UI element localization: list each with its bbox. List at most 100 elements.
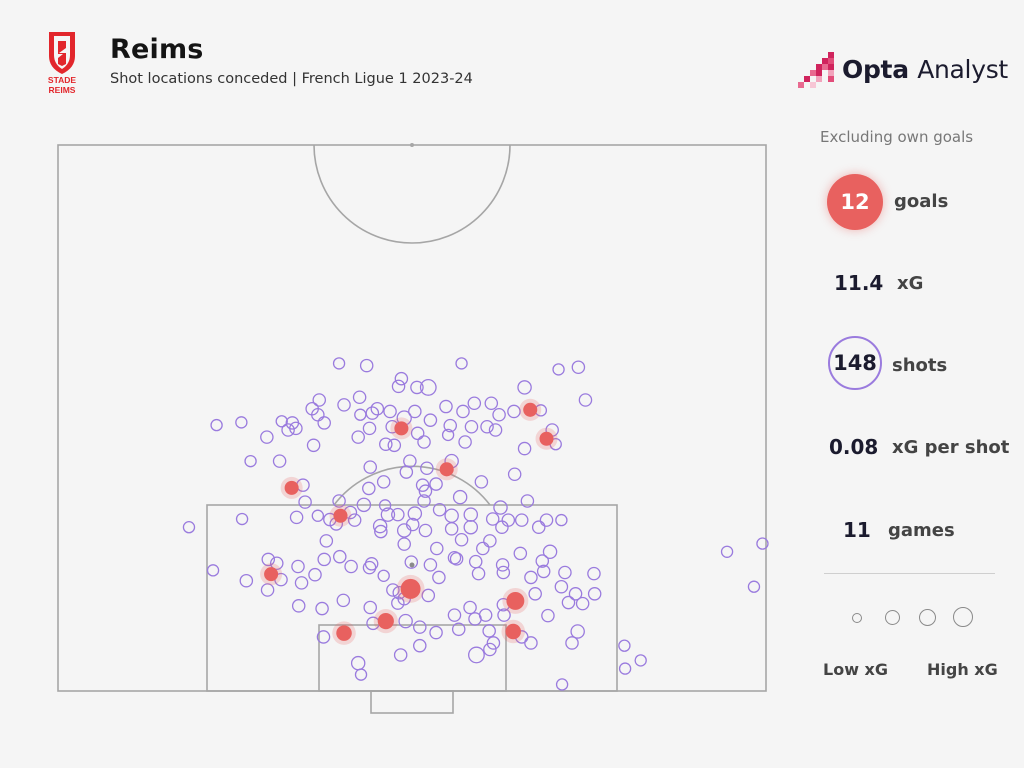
shot-marker: [587, 587, 602, 601]
shot-marker: [408, 404, 422, 419]
shot-marker: [182, 521, 196, 534]
shot-marker: [444, 522, 459, 536]
shot-marker: [571, 360, 586, 374]
shot-marker: [391, 379, 406, 394]
shot-marker: [484, 396, 499, 411]
shot-marker: [351, 430, 365, 444]
shot-marker: [417, 435, 431, 449]
shot-marker: [418, 523, 433, 538]
shot-marker: [210, 418, 223, 432]
shot-marker: [317, 552, 331, 567]
shot-marker: [467, 396, 482, 411]
goal-marker: [336, 625, 352, 641]
shot-marker: [270, 556, 284, 571]
shot-marker: [413, 620, 427, 634]
legend-size-1-icon: [852, 613, 862, 623]
shot-marker: [352, 390, 367, 405]
page-title: Reims: [110, 34, 204, 65]
shot-marker: [362, 481, 376, 496]
shot-marker: [558, 565, 572, 580]
shot-marker: [418, 484, 433, 498]
shot-marker: [316, 630, 331, 644]
shot-marker: [347, 513, 362, 527]
shot-marker: [528, 587, 542, 601]
shot-marker: [464, 419, 479, 434]
goal-marker: [377, 613, 394, 630]
shot-marker: [415, 478, 430, 492]
shot-marker: [370, 401, 385, 416]
shot-marker: [372, 518, 388, 534]
shot-marker: [235, 416, 248, 429]
shot-marker: [455, 357, 468, 370]
goals-badge: 12: [827, 174, 883, 230]
shot-marker: [332, 494, 346, 508]
shot-marker: [317, 416, 331, 430]
goal-marker: [439, 462, 454, 477]
legend-high-label: High xG: [927, 660, 998, 679]
goal-marker: [333, 508, 348, 523]
shot-marker: [552, 363, 565, 376]
pitch-outline: [57, 144, 767, 692]
shot-marker: [507, 404, 521, 419]
shot-marker: [578, 393, 593, 407]
shot-marker: [493, 500, 508, 515]
shot-marker: [524, 570, 538, 585]
shot-marker: [410, 426, 425, 441]
goal-marker: [523, 402, 538, 417]
shot-marker: [441, 428, 455, 442]
shot-marker: [495, 520, 509, 534]
shot-marker: [485, 512, 500, 526]
shot-marker: [364, 557, 379, 571]
shot-marker: [463, 600, 477, 615]
goal-marker: [539, 431, 554, 446]
shot-marker: [486, 636, 501, 650]
shot-marker: [587, 566, 601, 581]
shot-marker: [386, 583, 400, 597]
shot-marker: [480, 419, 494, 434]
goal-marker: [284, 480, 299, 495]
xg-per-shot-value: 0.08: [829, 435, 879, 459]
goal-marker: [394, 421, 409, 436]
legend-size-3-icon: [919, 609, 936, 626]
shot-marker: [260, 430, 274, 444]
shot-marker: [575, 596, 590, 611]
shot-marker: [260, 583, 275, 597]
brand-wordmark: Opta Analyst: [842, 55, 1008, 84]
shot-marker: [281, 423, 295, 437]
xg-label: xG: [897, 273, 924, 294]
goal-marker: [264, 567, 279, 582]
shot-marker: [429, 625, 443, 640]
shot-marker: [507, 467, 522, 482]
shot-marker: [261, 552, 276, 567]
shot-marker: [350, 655, 366, 671]
games-value: 11: [843, 518, 871, 542]
shot-marker: [410, 380, 424, 395]
shot-marker: [555, 678, 569, 691]
shot-marker: [520, 494, 535, 508]
legend-size-4-icon: [953, 607, 973, 627]
shot-marker: [531, 520, 546, 534]
goals-label: goals: [894, 191, 949, 212]
shot-marker: [397, 537, 411, 551]
shot-marker: [312, 393, 327, 407]
shot-marker: [359, 358, 374, 373]
shot-marker: [430, 541, 444, 556]
shot-marker: [539, 513, 554, 527]
shot-marker: [396, 523, 412, 538]
shot-marker: [517, 441, 532, 456]
shot-marker: [337, 398, 351, 412]
shot-marker: [272, 454, 287, 468]
shot-marker: [429, 477, 443, 491]
shot-marker: [206, 564, 220, 577]
shot-marker: [471, 566, 486, 581]
shot-marker: [432, 502, 447, 517]
games-label: games: [888, 520, 955, 541]
shot-marker: [398, 613, 413, 629]
stade-reims-logo: STADE REIMS: [48, 32, 76, 95]
shot-marker: [420, 461, 434, 475]
brand-suffix: Analyst: [917, 55, 1008, 84]
shot-marker: [756, 537, 769, 550]
logo-text-bottom: REIMS: [49, 85, 76, 95]
shot-marker: [380, 507, 396, 522]
shot-marker: [239, 573, 254, 588]
